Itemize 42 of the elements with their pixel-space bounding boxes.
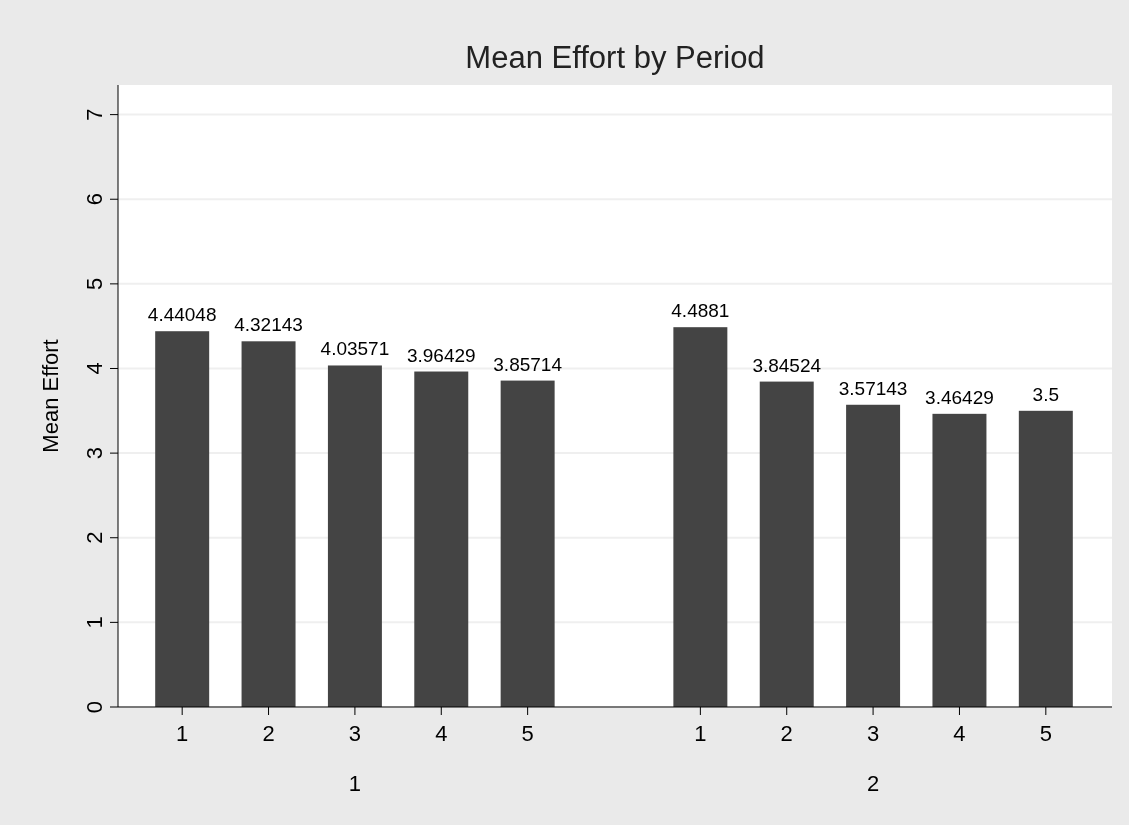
x-tick-label: 2 (780, 721, 793, 746)
data-label: 3.5 (1032, 383, 1060, 405)
data-label: 4.4881 (671, 300, 730, 322)
data-label: 4.32143 (234, 314, 303, 336)
x-tick-label: 5 (521, 721, 534, 746)
data-label: 3.84524 (752, 354, 822, 376)
bar (327, 365, 382, 707)
data-label: 3.85714 (493, 353, 563, 375)
x-tick-label: 1 (694, 721, 707, 746)
x-tick-label: 5 (1039, 721, 1052, 746)
data-label: 4.03571 (320, 338, 390, 360)
text: 1 (348, 771, 362, 796)
data-label: 3.96429 (406, 344, 476, 366)
bar (759, 381, 814, 707)
x-tick-label: 3 (866, 721, 880, 746)
x-tick-label: 4 (435, 721, 448, 746)
y-tick-label: 6 (82, 193, 107, 206)
y-tick-label: 7 (82, 108, 107, 121)
bar (155, 331, 210, 707)
data-label: 3.57143 (838, 377, 908, 399)
y-tick-label: 1 (82, 616, 107, 629)
bar (673, 327, 728, 707)
bar (932, 413, 987, 707)
y-tick-label: 4 (82, 362, 107, 375)
y-tick-label: 3 (82, 447, 107, 460)
data-label: 4.44048 (147, 304, 217, 326)
bar (500, 380, 555, 707)
data-label: 3.46429 (925, 386, 994, 408)
x-tick-label: 1 (176, 721, 189, 746)
bar (241, 341, 296, 707)
x-tick-label: 3 (348, 721, 362, 746)
y-tick-label: 0 (82, 700, 107, 714)
text: 2 (866, 771, 880, 796)
bar (1018, 410, 1073, 707)
chart-title: Mean Effort by Period (465, 40, 765, 75)
y-tick-label: 5 (82, 277, 107, 290)
x-tick-label: 4 (953, 721, 966, 746)
y-tick-label: 2 (82, 531, 107, 544)
y-axis-title: Mean Effort (38, 339, 63, 453)
bar (846, 404, 901, 707)
bar (414, 371, 469, 707)
x-tick-label: 2 (262, 721, 275, 746)
